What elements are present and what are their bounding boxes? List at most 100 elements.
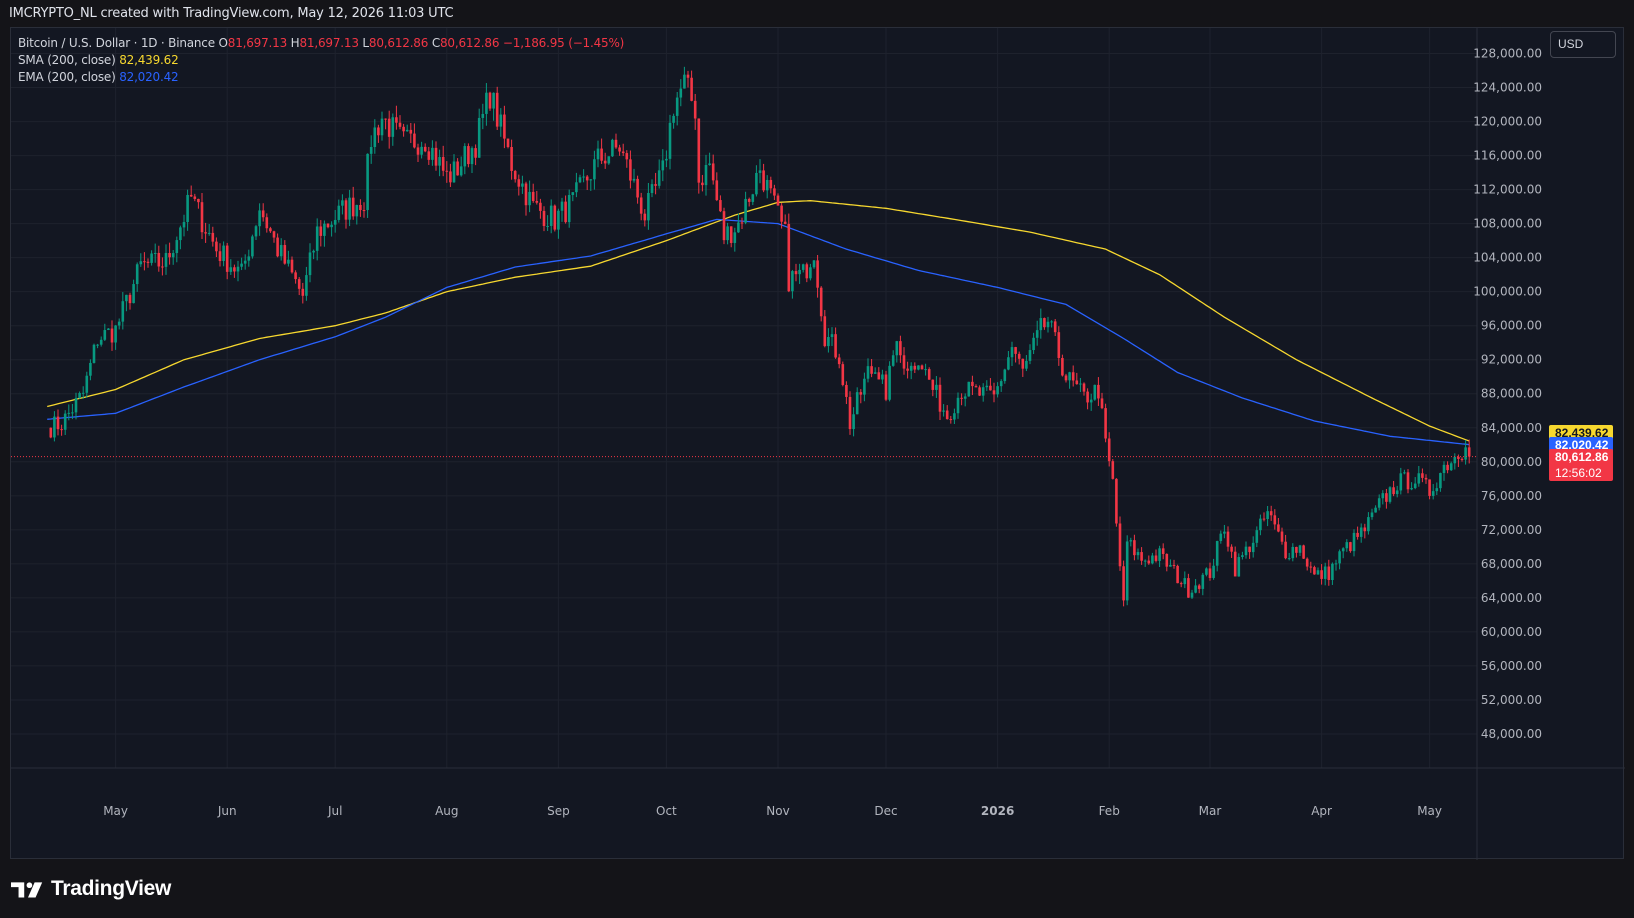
candle-up [647, 192, 650, 221]
candle-down [319, 226, 323, 236]
candle-up [1007, 357, 1010, 370]
candle-down [110, 328, 114, 343]
candle-down [787, 223, 791, 292]
candle-up [153, 252, 157, 254]
moving-average-lines [47, 200, 1470, 446]
candle-down [1179, 583, 1183, 585]
candle-down [1100, 398, 1104, 409]
candle-up [323, 223, 326, 236]
open-value: 81,697.13 [227, 36, 288, 50]
candle-up [935, 384, 938, 390]
candle-up [251, 236, 254, 257]
candle-up [114, 325, 117, 343]
candle-down [902, 355, 906, 369]
candle-up [477, 117, 481, 158]
candle-up [67, 412, 71, 414]
candle-down [204, 232, 207, 234]
tradingview-logo[interactable]: TradingView [11, 874, 171, 904]
candle-down [1248, 546, 1251, 553]
candle-up [1241, 555, 1244, 558]
candle-down [823, 316, 827, 347]
candle-down [524, 183, 528, 206]
candle-up [881, 374, 884, 380]
price-tick-label: 60,000.00 [1481, 625, 1542, 639]
candle-up [1028, 350, 1032, 361]
price-chart[interactable]: 128,000.00 124,000.00 120,000.00 116,000.00… [11, 28, 1625, 860]
candle-down [506, 138, 510, 147]
candle-down [938, 384, 942, 412]
candle-down [1284, 541, 1287, 559]
candle-down [1385, 493, 1388, 502]
candle-down [1467, 447, 1471, 457]
candle-down [1165, 553, 1169, 567]
candle-up [1298, 545, 1302, 553]
candle-up [737, 222, 740, 233]
candle-down [769, 179, 773, 189]
price-axis: 128,000.00 124,000.00 120,000.00 116,000.00… [1473, 47, 1542, 741]
candle-down [409, 129, 413, 134]
candle-up [1035, 330, 1039, 338]
tradingview-logo-icon [11, 882, 43, 898]
candle-down [1295, 546, 1298, 553]
candle-down [992, 390, 996, 395]
candle-up [560, 201, 564, 211]
candle-up [855, 392, 859, 415]
sma-value: 82,439.62 [119, 53, 179, 67]
candle-up [405, 129, 409, 132]
candle-down [197, 198, 200, 203]
candle-down [945, 410, 949, 420]
chart-pane[interactable]: 128,000.00 124,000.00 120,000.00 116,000.00… [10, 27, 1625, 860]
candle-down [326, 223, 330, 228]
symbol-legend-row[interactable]: Bitcoin / U.S. Dollar · 1D · Binance O81… [18, 35, 624, 52]
candle-up [755, 172, 758, 195]
candle-down [906, 368, 909, 371]
candle-up [1158, 548, 1161, 561]
price-tick-label: 120,000.00 [1473, 115, 1542, 129]
candle-down [1097, 384, 1100, 399]
candle-down [1082, 383, 1086, 392]
candle-up [150, 253, 153, 263]
currency-button[interactable]: USD [1550, 31, 1616, 58]
candle-up [1205, 568, 1208, 575]
candle-up [485, 92, 488, 114]
ema-legend-row[interactable]: EMA (200, close) 82,020.42 [18, 69, 624, 86]
candle-up [661, 160, 665, 171]
candle-down [1226, 531, 1230, 547]
candle-down [773, 188, 776, 196]
candle-down [1187, 578, 1190, 598]
candle-down [1280, 531, 1284, 542]
candle-up [683, 74, 686, 89]
candle-up [909, 365, 913, 371]
candle-down [261, 210, 265, 218]
candle-up [1431, 491, 1435, 496]
candle-up [1352, 532, 1356, 552]
candle-up [985, 385, 989, 388]
candle-down [233, 267, 236, 272]
candle-up [582, 176, 585, 178]
candle-up [135, 264, 139, 285]
candle-up [1032, 337, 1035, 351]
candle-up [330, 224, 333, 228]
candle-up [596, 148, 600, 160]
sma-legend-row[interactable]: SMA (200, close) 82,439.62 [18, 52, 624, 69]
candle-up [391, 117, 395, 137]
ema-label: EMA (200, close) [18, 70, 116, 84]
time-tick-label: May [1417, 804, 1442, 818]
close-value: 80,612.86 [440, 36, 500, 50]
candle-up [1359, 527, 1363, 537]
candle-down [1061, 357, 1064, 376]
candle-down [805, 264, 809, 279]
candle-up [557, 210, 560, 230]
candle-up [243, 260, 247, 264]
candle-up [431, 147, 434, 160]
candle-down [729, 226, 733, 243]
price-tick-label: 76,000.00 [1481, 489, 1542, 503]
candle-up [89, 362, 92, 376]
candle-down [1197, 585, 1201, 589]
candle-down [413, 133, 416, 148]
candle-up [1143, 560, 1147, 562]
price-tick-label: 116,000.00 [1473, 149, 1542, 163]
candle-up [1136, 552, 1140, 556]
candle-up [337, 205, 341, 220]
candle-down [639, 197, 643, 214]
